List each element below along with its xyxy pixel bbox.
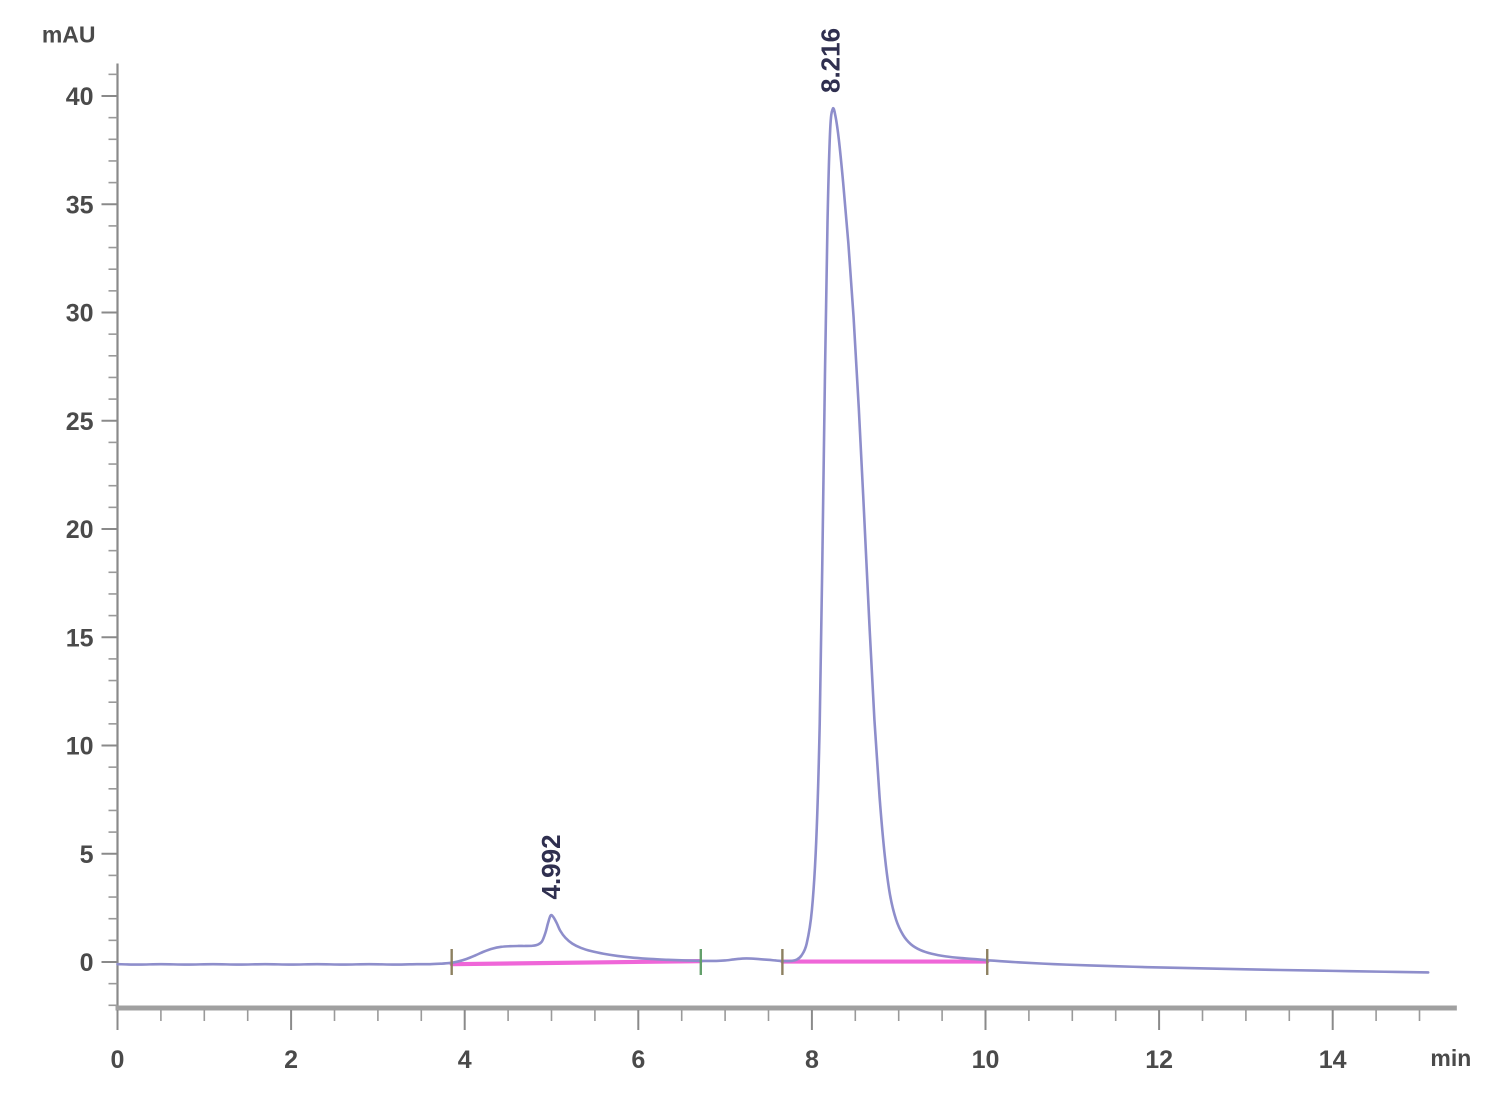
integration-marks-group (450, 949, 989, 975)
y-axis-unit-label: mAU (42, 22, 96, 48)
peak-label-4-992: 4.992 (536, 834, 566, 899)
x-axis-tick-label: 6 (631, 1046, 645, 1074)
y-axis-tick-label: 10 (66, 733, 94, 761)
x-axis-tick-label: 14 (1319, 1046, 1347, 1074)
y-axis-tick-label: 0 (80, 949, 94, 977)
y-axis-tick-label: 35 (66, 191, 94, 219)
y-axis-tick-label: 30 (66, 300, 94, 328)
axes-group: 0 5 10 15 20 25 30 35 40 mAU 0 2 4 6 8 10 12 14 min (42, 22, 1471, 1074)
y-axis-tick-label: 15 (66, 624, 94, 652)
y-axis-tick-label: 25 (66, 408, 94, 436)
x-axis-tick-label: 0 (111, 1046, 125, 1074)
y-axis-tick-label: 20 (66, 516, 94, 544)
baseline-group (449, 959, 990, 967)
peak-label-8-216: 8.216 (816, 28, 846, 93)
uv-absorbance-trace (116, 106, 1430, 974)
x-axis-tick-label: 10 (972, 1046, 1000, 1074)
x-axis-tick-label: 4 (458, 1046, 472, 1074)
y-axis-tick-label: 40 (66, 83, 94, 111)
peak-labels-group: 4.992 8.216 (536, 28, 846, 900)
x-axis-tick-label: 12 (1145, 1046, 1173, 1074)
trace-group (116, 106, 1430, 974)
x-axis-unit-label: min (1430, 1045, 1471, 1071)
x-axis-tick-label: 2 (284, 1046, 298, 1074)
x-axis-tick-label: 8 (805, 1046, 819, 1074)
integration-baseline-peak1 (449, 959, 703, 967)
y-axis-tick-label: 5 (80, 841, 94, 869)
